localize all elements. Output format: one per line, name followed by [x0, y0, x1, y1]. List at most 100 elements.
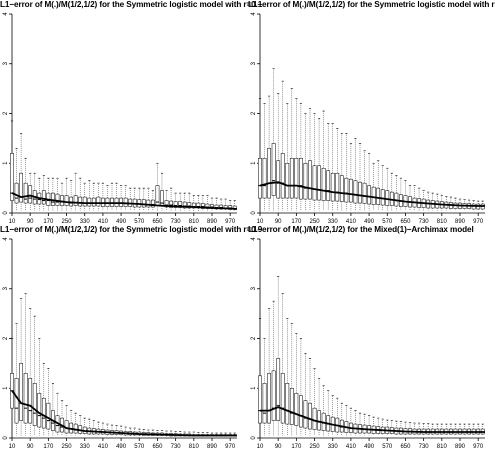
- box-body: [289, 388, 294, 425]
- box-body: [326, 170, 331, 201]
- box: [23, 157, 28, 211]
- box: [41, 363, 46, 436]
- x-tick-label: 570: [134, 219, 145, 225]
- box: [123, 185, 128, 211]
- box: [10, 120, 14, 211]
- box: [110, 182, 114, 211]
- x-tick-label: 10: [257, 444, 264, 450]
- x-tick-label: 970: [225, 219, 236, 225]
- box: [164, 430, 169, 437]
- x-tick-label: 970: [473, 219, 484, 225]
- panel-title: L1−error of M(.)/M(1/2,1/2) for the Symm…: [0, 225, 263, 234]
- box: [308, 108, 312, 211]
- box: [444, 196, 449, 211]
- y-tick-label: 3: [3, 61, 9, 65]
- box: [201, 195, 205, 212]
- x-tick-label: 170: [291, 444, 302, 450]
- box-body: [317, 410, 321, 431]
- box: [262, 338, 267, 436]
- box-body: [91, 197, 96, 207]
- x-tick-label: 330: [80, 219, 91, 225]
- box: [389, 420, 394, 436]
- box: [64, 177, 69, 211]
- box-body: [14, 378, 19, 424]
- box: [14, 323, 19, 436]
- box: [82, 182, 87, 211]
- box: [353, 410, 358, 436]
- box: [376, 417, 381, 436]
- box: [458, 423, 462, 436]
- box-body: [294, 158, 299, 199]
- box: [367, 415, 371, 436]
- x-tick-label: 650: [400, 444, 411, 450]
- box: [385, 419, 390, 436]
- x-tick-label: 810: [437, 219, 448, 225]
- box-body: [164, 200, 169, 208]
- x-tick-label: 730: [419, 219, 430, 225]
- box: [137, 187, 142, 211]
- box: [69, 180, 73, 211]
- box: [299, 103, 303, 211]
- x-tick-label: 970: [473, 444, 484, 450]
- box: [408, 422, 412, 436]
- box: [326, 123, 331, 211]
- box: [385, 167, 390, 211]
- x-tick-label: 250: [62, 219, 73, 225]
- box-body: [82, 196, 87, 207]
- box: [32, 315, 37, 436]
- box-body: [285, 383, 290, 425]
- box: [258, 98, 262, 211]
- y-tick-label: 2: [3, 336, 9, 340]
- box: [453, 423, 458, 436]
- y-tick-label: 2: [251, 336, 257, 340]
- y-tick-label: 4: [3, 12, 9, 16]
- box-body: [294, 392, 299, 426]
- box: [51, 177, 55, 211]
- box: [399, 177, 403, 211]
- x-tick-label: 90: [275, 444, 282, 450]
- box: [128, 427, 133, 437]
- box: [317, 378, 321, 436]
- x-tick-label: 410: [346, 219, 357, 225]
- box: [289, 88, 294, 211]
- box: [403, 421, 408, 436]
- box-body: [271, 143, 276, 196]
- x-tick-label: 170: [291, 219, 302, 225]
- box: [349, 407, 353, 436]
- box-body: [191, 202, 196, 209]
- box: [330, 123, 335, 211]
- box: [358, 412, 362, 436]
- box-body: [96, 196, 101, 207]
- x-tick-label: 330: [328, 444, 339, 450]
- box: [299, 338, 303, 436]
- box: [439, 423, 444, 436]
- box: [285, 318, 290, 436]
- box: [280, 293, 285, 436]
- box-body: [73, 195, 78, 206]
- x-tick-label: 10: [9, 444, 16, 450]
- box-body: [353, 180, 358, 204]
- box: [339, 402, 344, 436]
- box: [371, 162, 376, 211]
- box-body: [37, 392, 42, 428]
- box: [480, 423, 485, 436]
- box-body: [151, 199, 155, 208]
- x-tick-label: 890: [455, 219, 466, 225]
- box: [376, 160, 381, 211]
- box: [105, 423, 110, 437]
- box-body: [28, 378, 33, 424]
- panel-title: L1−error of M(.)/M(1/2,1/2) for the Symm…: [0, 0, 263, 9]
- box-body: [267, 148, 271, 199]
- box: [164, 190, 169, 211]
- x-tick-label: 90: [27, 444, 34, 450]
- x-tick-label: 410: [98, 219, 109, 225]
- box: [335, 128, 340, 211]
- box: [362, 150, 367, 211]
- box: [289, 323, 294, 436]
- box-body: [303, 163, 308, 200]
- y-tick-label: 3: [3, 286, 9, 290]
- box: [312, 368, 317, 436]
- box: [430, 192, 435, 211]
- box-body: [271, 370, 276, 421]
